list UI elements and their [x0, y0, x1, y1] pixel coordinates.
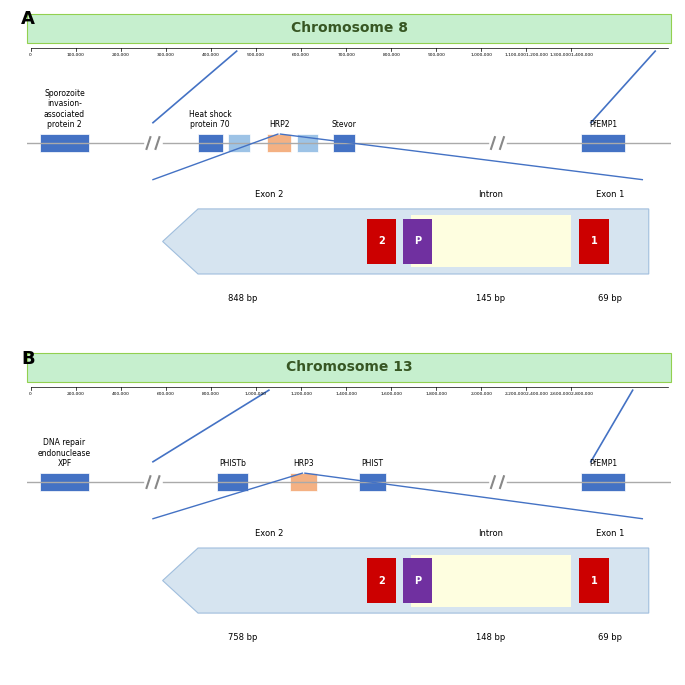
- Text: PfEMP1: PfEMP1: [589, 120, 617, 129]
- Text: 1,000,000: 1,000,000: [245, 392, 267, 396]
- Text: Exon 2: Exon 2: [255, 190, 283, 199]
- Text: B: B: [21, 349, 34, 368]
- Text: HRP3: HRP3: [293, 459, 314, 469]
- Bar: [580, 558, 609, 603]
- FancyArrow shape: [162, 548, 649, 613]
- Bar: [410, 215, 571, 268]
- Text: 1,100,0001,200,000: 1,100,0001,200,000: [504, 53, 549, 57]
- Text: 145 bp: 145 bp: [477, 293, 506, 303]
- Text: 1,600,000: 1,600,000: [380, 392, 402, 396]
- Text: 1,200,000: 1,200,000: [290, 392, 312, 396]
- Text: 0: 0: [29, 392, 32, 396]
- Text: 1: 1: [590, 236, 597, 247]
- Bar: [403, 219, 432, 264]
- Bar: [580, 219, 609, 264]
- Bar: [198, 134, 223, 152]
- Bar: [333, 134, 355, 152]
- Bar: [410, 555, 571, 607]
- Text: Exon 1: Exon 1: [596, 190, 624, 199]
- Text: 900,000: 900,000: [427, 53, 445, 57]
- Text: 300,000: 300,000: [157, 53, 175, 57]
- Text: 148 bp: 148 bp: [476, 633, 506, 642]
- Text: 848 bp: 848 bp: [228, 293, 258, 303]
- Text: 1,300,0001,400,000: 1,300,0001,400,000: [549, 53, 593, 57]
- Text: 800,000: 800,000: [382, 53, 400, 57]
- Text: DNA repair
endonuclease
XPF: DNA repair endonuclease XPF: [38, 438, 91, 469]
- Text: 2,200,0002,400,000: 2,200,0002,400,000: [504, 392, 549, 396]
- Bar: [217, 473, 248, 491]
- Text: 2,600,0002,800,000: 2,600,0002,800,000: [549, 392, 593, 396]
- Text: Heat shock
protein 70: Heat shock protein 70: [189, 110, 232, 129]
- Text: Chromosome 13: Chromosome 13: [286, 360, 412, 375]
- Text: Exon 1: Exon 1: [596, 530, 624, 538]
- Text: 69 bp: 69 bp: [598, 633, 622, 642]
- Text: 1: 1: [590, 575, 597, 586]
- Text: Intron: Intron: [479, 530, 503, 538]
- Text: Stevor: Stevor: [332, 120, 356, 129]
- Bar: [581, 134, 625, 152]
- Text: 2,000,000: 2,000,000: [471, 392, 493, 396]
- Bar: [267, 134, 291, 152]
- Text: PHIST: PHIST: [362, 459, 384, 469]
- Text: Sporozoite
invasion-
associated
protein 2: Sporozoite invasion- associated protein …: [44, 89, 85, 129]
- Text: 600,000: 600,000: [157, 392, 175, 396]
- Text: 600,000: 600,000: [292, 53, 310, 57]
- Bar: [27, 353, 671, 382]
- Bar: [27, 14, 671, 43]
- Text: 500,000: 500,000: [247, 53, 265, 57]
- Text: 0: 0: [29, 53, 32, 57]
- Text: Exon 2: Exon 2: [255, 530, 283, 538]
- Text: 1,000,000: 1,000,000: [471, 53, 493, 57]
- Bar: [297, 134, 318, 152]
- Bar: [40, 473, 88, 491]
- Text: 400,000: 400,000: [202, 53, 220, 57]
- Text: Intron: Intron: [479, 190, 503, 199]
- Text: PfEMP1: PfEMP1: [589, 459, 617, 469]
- Text: PHISTb: PHISTb: [219, 459, 246, 469]
- FancyArrow shape: [162, 209, 649, 274]
- Text: 700,000: 700,000: [337, 53, 355, 57]
- Text: 100,000: 100,000: [66, 53, 85, 57]
- Text: P: P: [414, 575, 421, 586]
- Bar: [359, 473, 386, 491]
- Text: 800,000: 800,000: [202, 392, 220, 396]
- Text: 1,400,000: 1,400,000: [335, 392, 357, 396]
- Text: 758 bp: 758 bp: [228, 633, 258, 642]
- Text: 69 bp: 69 bp: [598, 293, 622, 303]
- Text: HRP2: HRP2: [269, 120, 290, 129]
- Text: 1,800,000: 1,800,000: [425, 392, 447, 396]
- Text: P: P: [414, 236, 421, 247]
- Text: 200,000: 200,000: [66, 392, 85, 396]
- Bar: [290, 473, 317, 491]
- Bar: [581, 473, 625, 491]
- Text: 200,000: 200,000: [112, 53, 129, 57]
- Text: Chromosome 8: Chromosome 8: [291, 21, 408, 36]
- Bar: [403, 558, 432, 603]
- Bar: [40, 134, 88, 152]
- Text: 400,000: 400,000: [112, 392, 129, 396]
- Text: A: A: [21, 10, 35, 29]
- Bar: [366, 558, 397, 603]
- Bar: [366, 219, 397, 264]
- Bar: [228, 134, 249, 152]
- Text: 2: 2: [378, 236, 385, 247]
- Text: 2: 2: [378, 575, 385, 586]
